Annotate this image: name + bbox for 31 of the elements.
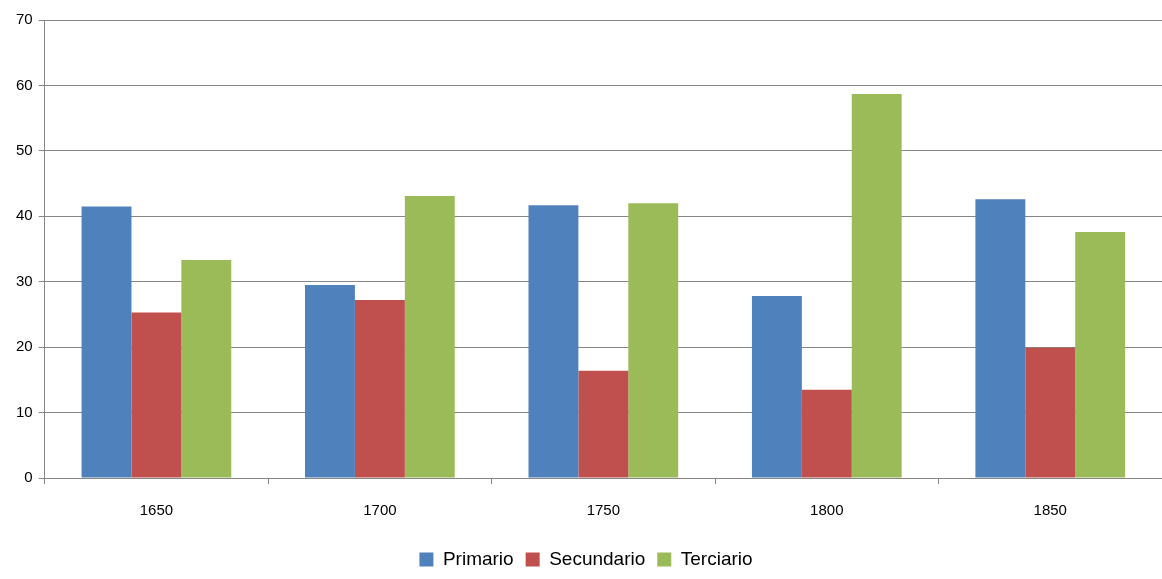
bar xyxy=(1025,347,1076,478)
legend-label: Secundario xyxy=(549,547,646,569)
legend-label: Terciario xyxy=(680,547,753,569)
bar xyxy=(404,196,455,478)
bar xyxy=(751,296,802,478)
x-tick-label: 1750 xyxy=(586,501,621,519)
y-tick-label: 20 xyxy=(16,337,33,355)
bar xyxy=(628,203,679,478)
y-tick-label: 10 xyxy=(16,402,33,420)
y-tick-label: 0 xyxy=(24,468,33,486)
y-tick-label: 60 xyxy=(16,75,33,93)
bar xyxy=(81,206,132,478)
y-tick-label: 40 xyxy=(16,206,33,224)
y-tick-label: 30 xyxy=(16,271,33,289)
bar xyxy=(578,370,629,478)
bar xyxy=(1075,231,1126,478)
x-tick-label: 1850 xyxy=(1033,501,1067,519)
bar xyxy=(305,284,355,478)
bar xyxy=(131,312,182,478)
bar xyxy=(801,389,852,478)
bar xyxy=(851,93,902,478)
x-tick-label: 1700 xyxy=(363,501,397,519)
bar xyxy=(354,300,405,478)
bar xyxy=(975,199,1026,478)
y-tick-label: 50 xyxy=(16,141,33,158)
y-tick-label: 70 xyxy=(16,10,33,28)
legend-label: Primario xyxy=(442,547,514,569)
x-tick-label: 1800 xyxy=(810,501,844,519)
bar xyxy=(528,205,579,478)
bar xyxy=(181,260,232,478)
x-tick-label: 1650 xyxy=(139,501,174,519)
